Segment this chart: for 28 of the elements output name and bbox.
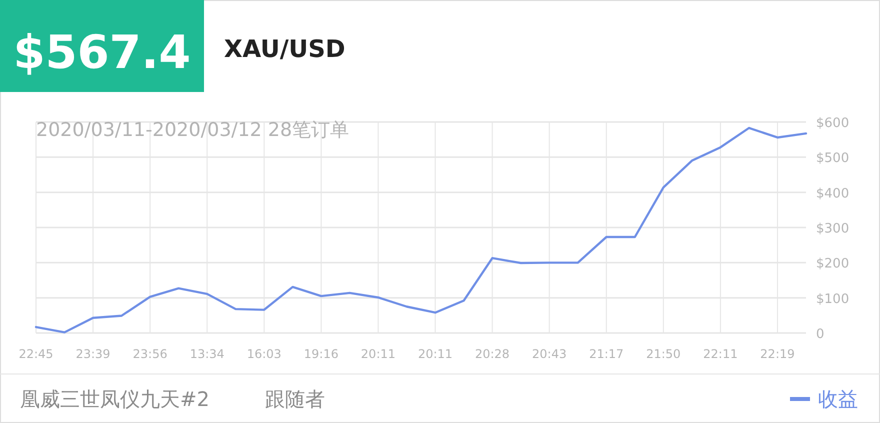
text: 跟随者 bbox=[265, 387, 325, 411]
chart-subtitle: 2020/03/11-2020/03/12 28笔订单 bbox=[36, 119, 350, 141]
x-tick-label: 23:56 bbox=[132, 347, 168, 361]
y-tick-label: $600 bbox=[816, 116, 850, 131]
y-tick-label: $300 bbox=[816, 222, 850, 236]
text: $567.4 bbox=[13, 25, 191, 79]
y-tick-label: 0 bbox=[816, 327, 824, 342]
x-tick-label: 20:28 bbox=[475, 347, 510, 361]
y-tick-label: $400 bbox=[816, 186, 850, 202]
x-tick-label: 22:19 bbox=[760, 347, 795, 361]
x-tick-label: 20:11 bbox=[360, 347, 396, 361]
x-tick-label: 21:17 bbox=[589, 347, 624, 361]
x-tick-label: 22:11 bbox=[703, 347, 738, 361]
chart-title: XAU/USD bbox=[224, 35, 346, 63]
y-tick-label: $200 bbox=[816, 256, 850, 272]
x-tick-label: 19:16 bbox=[304, 347, 338, 361]
y-tick-label: $500 bbox=[816, 151, 850, 166]
x-tick-label: 20:43 bbox=[532, 347, 567, 361]
x-tick-label: 21:50 bbox=[646, 347, 681, 361]
x-tick-label: 20:11 bbox=[418, 347, 453, 361]
legend: 收益 bbox=[790, 387, 858, 411]
text: 凰威三世凤仪九天#2 bbox=[20, 387, 210, 411]
x-tick-label: 23:39 bbox=[76, 347, 110, 361]
y-tick-label: $100 bbox=[816, 292, 850, 307]
legend-label: 收益 bbox=[818, 387, 858, 411]
x-tick-label: 13:34 bbox=[190, 347, 224, 361]
x-tick-label: 22:45 bbox=[18, 347, 54, 361]
x-tick-label: 16:03 bbox=[246, 347, 282, 361]
